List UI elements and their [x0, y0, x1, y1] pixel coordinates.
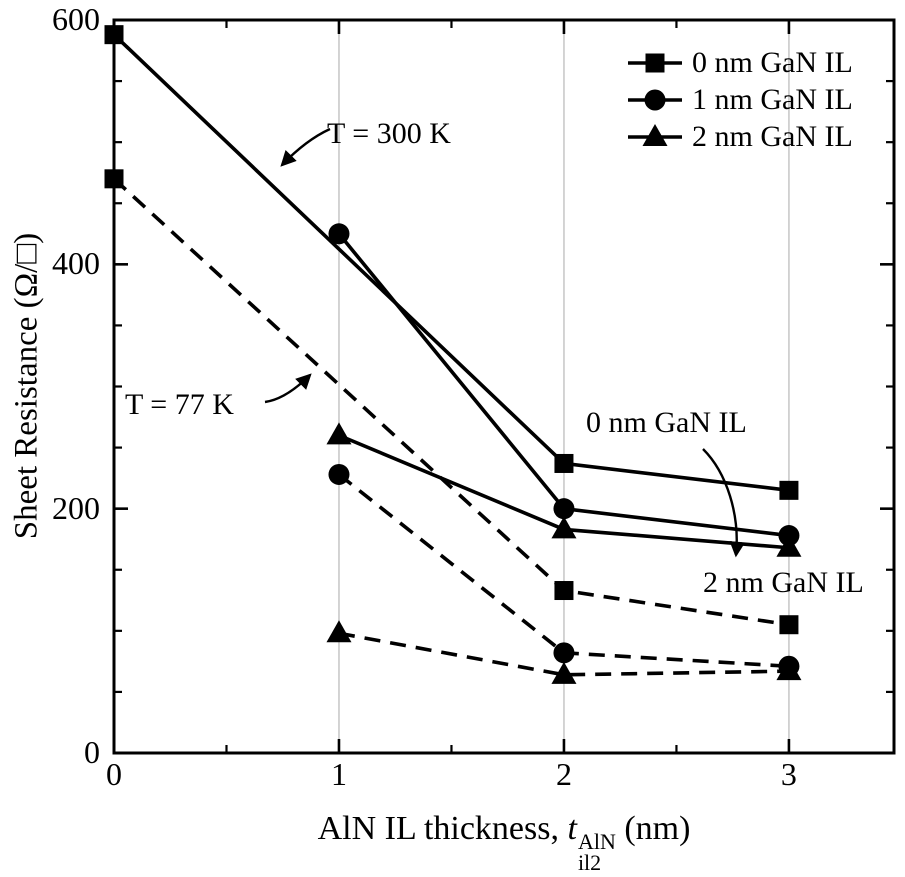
legend-item: 0 nm GaN IL: [626, 44, 853, 81]
x-axis-title-superscript: AlN: [577, 829, 616, 855]
legend-label: 0 nm GaN IL: [692, 45, 853, 79]
legend-marker-circle: [628, 89, 682, 110]
legend-marker-square: [628, 53, 682, 72]
x-tick-label: 2: [555, 756, 572, 792]
x-axis-title-subscript: il2: [577, 849, 602, 875]
x-axis-title-symbol: t: [567, 810, 577, 848]
legend-label: 2 nm GaN IL: [692, 119, 853, 153]
legend-item: 2 nm GaN IL: [626, 118, 853, 155]
legend-marker-triangle: [628, 123, 682, 146]
annotation-2nm-gan-il: 2 nm GaN IL: [703, 566, 864, 599]
x-tick-label: 0: [106, 756, 122, 792]
y-tick-label: 600: [52, 0, 100, 37]
annotation-0nm-gan-il: 0 nm GaN IL: [586, 406, 747, 439]
series-square-300K: [104, 25, 799, 500]
y-tick-label: 400: [52, 245, 100, 282]
y-tick-label: 0: [84, 733, 100, 770]
series-triangle-300K: [326, 422, 802, 557]
y-tick-label: 200: [52, 489, 100, 526]
legend-item: 1 nm GaN IL: [626, 81, 853, 118]
x-tick-label: 3: [780, 756, 797, 792]
legend-label: 1 nm GaN IL: [692, 82, 853, 116]
series-circle-300K: [328, 223, 800, 547]
x-axis-title: AlN IL thickness, t AlN il2 (nm): [318, 810, 691, 874]
x-tick-label: 1: [330, 756, 347, 792]
x-axis-title-subsup: AlN il2: [577, 829, 616, 875]
series-triangle-77K: [326, 620, 802, 684]
annotation-t-300k: T = 300 K: [327, 117, 451, 150]
annotation-t-77k: T = 77 K: [125, 388, 234, 421]
x-axis-title-prefix: AlN IL thickness,: [317, 810, 568, 848]
series-square-77K: [104, 169, 799, 635]
x-axis-title-suffix: (nm): [615, 810, 691, 848]
legend: 0 nm GaN IL 1 nm GaN IL 2 nm GaN IL: [626, 44, 853, 155]
